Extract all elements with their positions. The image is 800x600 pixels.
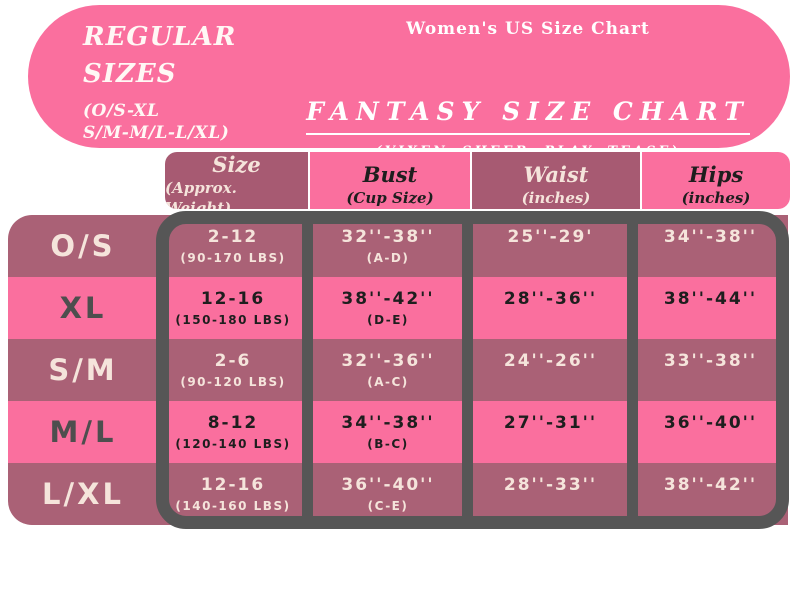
cell-size-value: 2-12 — [207, 227, 259, 247]
cell-hips-value: 38''-44'' — [663, 289, 758, 309]
row-label-xl: XL — [59, 291, 107, 325]
regular-sizes-title-line1: REGULAR — [83, 22, 237, 52]
table-row-sm: S/M 2-6 (90-120 LBS) 32''-36'' (A-C) 24'… — [8, 339, 788, 401]
cell-waist: 25''-29' — [468, 215, 633, 277]
cell-size-value: 12-16 — [200, 475, 266, 495]
header-size-sub: (Approx. Weight) — [165, 179, 237, 209]
table-row-ml: M/L 8-12 (120-140 LBS) 34''-38'' (B-C) 2… — [8, 401, 788, 463]
cell-waist-value: 28''-33'' — [503, 475, 598, 495]
table-row-lxl: L/XL 12-16 (140-160 LBS) 36''-40'' (C-E)… — [8, 463, 788, 525]
cell-bust-cup: (B-C) — [367, 437, 409, 451]
cell-size-weight: (90-170 LBS) — [180, 251, 286, 265]
table-header-row: Size (Approx. Weight) Bust (Cup Size) Wa… — [165, 152, 790, 209]
row-label-os: O/S — [50, 229, 116, 263]
cell-waist: 28''-33'' — [468, 463, 633, 525]
header-bust-label: Bust — [362, 162, 418, 187]
cell-hips-value: 33''-38'' — [663, 351, 758, 371]
header-size-label: Size — [212, 152, 261, 177]
header-waist-label: Waist — [523, 162, 589, 187]
cell-bust-value: 38''-42'' — [341, 289, 435, 309]
header-hips-sub: (inches) — [681, 189, 751, 207]
table-row-os: O/S 2-12 (90-170 LBS) 32''-38'' (A-D) 25… — [8, 215, 788, 277]
chart-main-title: FANTASY SIZE CHART — [306, 97, 750, 135]
regular-sizes-sub-line2: S/M-M/L-L/XL) — [83, 123, 230, 143]
cell-bust-value: 32''-36'' — [341, 351, 435, 371]
banner: REGULAR SIZES (O/S-XL S/M-M/L-L/XL) Wome… — [28, 5, 790, 163]
row-label-ml: M/L — [49, 415, 117, 449]
header-hips-label: Hips — [688, 162, 744, 187]
cell-size-value: 2-6 — [214, 351, 252, 371]
cell-bust: 38''-42'' (D-E) — [308, 277, 468, 339]
cell-bust-cup: (C-E) — [367, 499, 409, 513]
column-divider — [302, 211, 313, 528]
cell-waist: 27''-31'' — [468, 401, 633, 463]
cell-hips: 38''-42'' — [633, 463, 788, 525]
cell-waist-value: 27''-31'' — [503, 413, 598, 433]
cell-bust-cup: (A-C) — [367, 375, 409, 389]
row-label-sm: S/M — [48, 353, 118, 387]
cell-bust: 36''-40'' (C-E) — [308, 463, 468, 525]
cell-hips-value: 36''-40'' — [663, 413, 758, 433]
banner-titles: Women's US Size Chart FANTASY SIZE CHART… — [228, 17, 800, 163]
cell-size: 2-6 (90-120 LBS) — [158, 339, 308, 401]
header-cell-waist: Waist (inches) — [470, 152, 640, 209]
row-label-lxl: L/XL — [42, 477, 124, 511]
cell-bust: 32''-36'' (A-C) — [308, 339, 468, 401]
cell-hips: 33''-38'' — [633, 339, 788, 401]
cell-waist: 28''-36'' — [468, 277, 633, 339]
cell-hips-value: 34''-38'' — [663, 227, 758, 247]
table-row-xl: XL 12-16 (150-180 LBS) 38''-42'' (D-E) 2… — [8, 277, 788, 339]
cell-size: 12-16 (150-180 LBS) — [158, 277, 308, 339]
header-cell-size: Size (Approx. Weight) — [165, 152, 308, 209]
regular-sizes-title-line2: SIZES — [83, 59, 177, 89]
header-waist-sub: (inches) — [521, 189, 591, 207]
cell-size: 8-12 (120-140 LBS) — [158, 401, 308, 463]
cell-waist-value: 28''-36'' — [503, 289, 598, 309]
cell-size-weight: (90-120 LBS) — [180, 375, 286, 389]
cell-bust: 32''-38'' (A-D) — [308, 215, 468, 277]
cell-hips-value: 38''-42'' — [663, 475, 758, 495]
chart-top-title: Women's US Size Chart — [406, 19, 650, 39]
cell-hips: 38''-44'' — [633, 277, 788, 339]
cell-bust-cup: (D-E) — [367, 313, 409, 327]
cell-waist: 24''-26'' — [468, 339, 633, 401]
regular-sizes-block: REGULAR SIZES (O/S-XL S/M-M/L-L/XL) — [83, 19, 236, 144]
cell-bust-cup: (A-D) — [366, 251, 410, 265]
cell-bust-value: 36''-40'' — [341, 475, 435, 495]
header-bust-sub: (Cup Size) — [346, 189, 434, 207]
cell-size-value: 12-16 — [200, 289, 266, 309]
regular-sizes-sub-line1: (O/S-XL — [83, 101, 160, 121]
cell-bust-value: 34''-38'' — [341, 413, 435, 433]
cell-waist-value: 25''-29' — [507, 227, 594, 247]
cell-size-value: 8-12 — [207, 413, 259, 433]
cell-hips: 36''-40'' — [633, 401, 788, 463]
header-cell-bust: Bust (Cup Size) — [308, 152, 470, 209]
column-divider — [462, 211, 473, 528]
cell-size: 2-12 (90-170 LBS) — [158, 215, 308, 277]
cell-size: 12-16 (140-160 LBS) — [158, 463, 308, 525]
cell-bust-value: 32''-38'' — [341, 227, 435, 247]
cell-size-weight: (140-160 LBS) — [175, 499, 291, 513]
cell-bust: 34''-38'' (B-C) — [308, 401, 468, 463]
table-body: O/S 2-12 (90-170 LBS) 32''-38'' (A-D) 25… — [8, 215, 788, 525]
cell-size-weight: (120-140 LBS) — [175, 437, 291, 451]
cell-size-weight: (150-180 LBS) — [175, 313, 291, 327]
column-divider — [627, 211, 638, 528]
header-cell-hips: Hips (inches) — [640, 152, 790, 209]
cell-hips: 34''-38'' — [633, 215, 788, 277]
cell-waist-value: 24''-26'' — [503, 351, 598, 371]
